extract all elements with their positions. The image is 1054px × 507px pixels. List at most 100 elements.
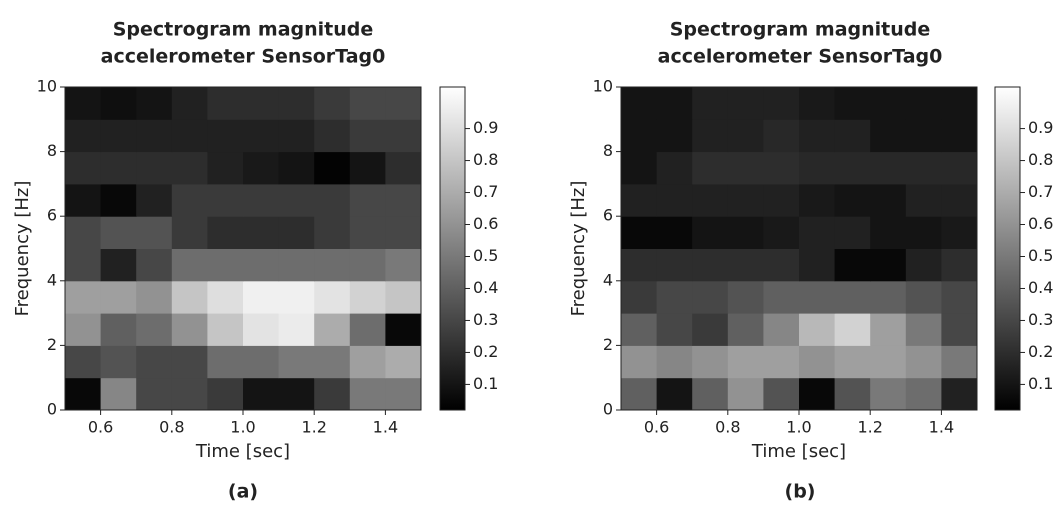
- heatmap-cell: [905, 248, 942, 282]
- heatmap-cell: [314, 280, 351, 314]
- heatmap-cell: [905, 216, 942, 249]
- heatmap-cell: [799, 183, 836, 217]
- colorbar-tick-label: 0.2: [473, 342, 498, 361]
- heatmap-cell: [385, 345, 422, 379]
- heatmap-cell: [278, 216, 315, 249]
- heatmap-cell: [905, 313, 942, 346]
- heatmap-cell: [692, 183, 729, 217]
- heatmap-cell: [656, 313, 693, 346]
- chart-title: accelerometer SensorTag0: [101, 46, 386, 68]
- heatmap-cell: [727, 377, 764, 411]
- heatmap-cell: [834, 280, 871, 314]
- chart-title: Spectrogram magnitude: [670, 19, 931, 41]
- heatmap-cell: [621, 313, 658, 346]
- heatmap-cell: [136, 183, 173, 217]
- y-tick-label: 10: [37, 77, 57, 96]
- heatmap-cell: [349, 216, 386, 249]
- heatmap-cell: [799, 151, 836, 185]
- heatmap-cell: [314, 248, 351, 282]
- heatmap-cell: [692, 280, 729, 314]
- heatmap-cell: [656, 183, 693, 217]
- y-tick-label: 6: [47, 206, 57, 225]
- colorbar-tick-label: 0.6: [1028, 214, 1053, 233]
- y-tick-label: 2: [603, 335, 613, 354]
- heatmap-cell: [100, 377, 137, 411]
- heatmap-cell: [870, 280, 907, 314]
- heatmap-cell: [243, 377, 280, 411]
- heatmap-cell: [243, 280, 280, 314]
- heatmap-cell: [278, 377, 315, 411]
- heatmap-cell: [834, 216, 871, 249]
- heatmap-cell: [763, 151, 800, 185]
- heatmap-cell: [870, 216, 907, 249]
- heatmap-cell: [656, 280, 693, 314]
- heatmap-cell: [763, 248, 800, 282]
- colorbar-tick-label: 0.5: [473, 246, 498, 265]
- heatmap-cell: [314, 216, 351, 249]
- y-tick-label: 10: [593, 77, 613, 96]
- heatmap-cell: [171, 151, 208, 185]
- heatmap-cell: [65, 119, 102, 153]
- colorbar: [439, 86, 466, 411]
- heatmap-cell: [65, 345, 102, 379]
- heatmap-cell: [207, 183, 244, 217]
- heatmap-cell: [763, 183, 800, 217]
- heatmap-cell: [834, 87, 871, 120]
- heatmap-cell: [905, 151, 942, 185]
- heatmap-cell: [905, 87, 942, 120]
- heatmap-cell: [727, 248, 764, 282]
- heatmap-cell: [656, 119, 693, 153]
- y-tick-label: 4: [603, 270, 613, 289]
- heatmap-cell: [870, 248, 907, 282]
- heatmap-cell: [834, 151, 871, 185]
- heatmap-cell: [692, 216, 729, 249]
- heatmap-cell: [870, 377, 907, 411]
- heatmap-cell: [692, 119, 729, 153]
- heatmap-cell: [136, 119, 173, 153]
- heatmap-cell: [314, 377, 351, 411]
- colorbar-tick-label: 0.1: [1028, 374, 1053, 393]
- y-tick-label: 0: [47, 400, 57, 419]
- heatmap-cell: [65, 183, 102, 217]
- heatmap-cell: [941, 183, 978, 217]
- heatmap-cell: [385, 377, 422, 411]
- heatmap-cell: [692, 87, 729, 120]
- heatmap-cell: [905, 119, 942, 153]
- heatmap-cell: [243, 345, 280, 379]
- heatmap-cell: [905, 377, 942, 411]
- heatmap-cell: [314, 183, 351, 217]
- heatmap-cell: [136, 87, 173, 120]
- heatmap-cell: [207, 119, 244, 153]
- heatmap-cell: [349, 280, 386, 314]
- heatmap-cell: [243, 151, 280, 185]
- heatmap-cell: [243, 87, 280, 120]
- colorbar-tick-label: 0.9: [1028, 118, 1053, 137]
- colorbar-tick-label: 0.8: [1028, 150, 1053, 169]
- heatmap-cell: [941, 377, 978, 411]
- heatmap-cell: [799, 248, 836, 282]
- heatmap-cell: [656, 87, 693, 120]
- heatmap-cell: [621, 119, 658, 153]
- heatmap-cell: [941, 248, 978, 282]
- x-tick-label: 1.0: [230, 418, 255, 437]
- heatmap-cell: [65, 377, 102, 411]
- heatmap-cell: [171, 248, 208, 282]
- colorbar-tick-label: 0.7: [1028, 182, 1053, 201]
- heatmap-cell: [941, 151, 978, 185]
- colorbar-tick-label: 0.5: [1028, 246, 1053, 265]
- x-tick-label: 1.2: [301, 418, 326, 437]
- heatmap-cell: [207, 313, 244, 346]
- y-tick-label: 0: [603, 400, 613, 419]
- colorbar-tick-label: 0.7: [473, 182, 498, 201]
- x-tick-label: 1.0: [786, 418, 811, 437]
- heatmap-cell: [65, 280, 102, 314]
- heatmap-cell: [385, 87, 422, 120]
- heatmap-cell: [941, 280, 978, 314]
- heatmap-cell: [100, 119, 137, 153]
- heatmap-cell: [656, 377, 693, 411]
- x-tick-label: 1.2: [857, 418, 882, 437]
- heatmap-cell: [763, 119, 800, 153]
- chart-title: accelerometer SensorTag0: [658, 46, 943, 68]
- heatmap-cell: [243, 119, 280, 153]
